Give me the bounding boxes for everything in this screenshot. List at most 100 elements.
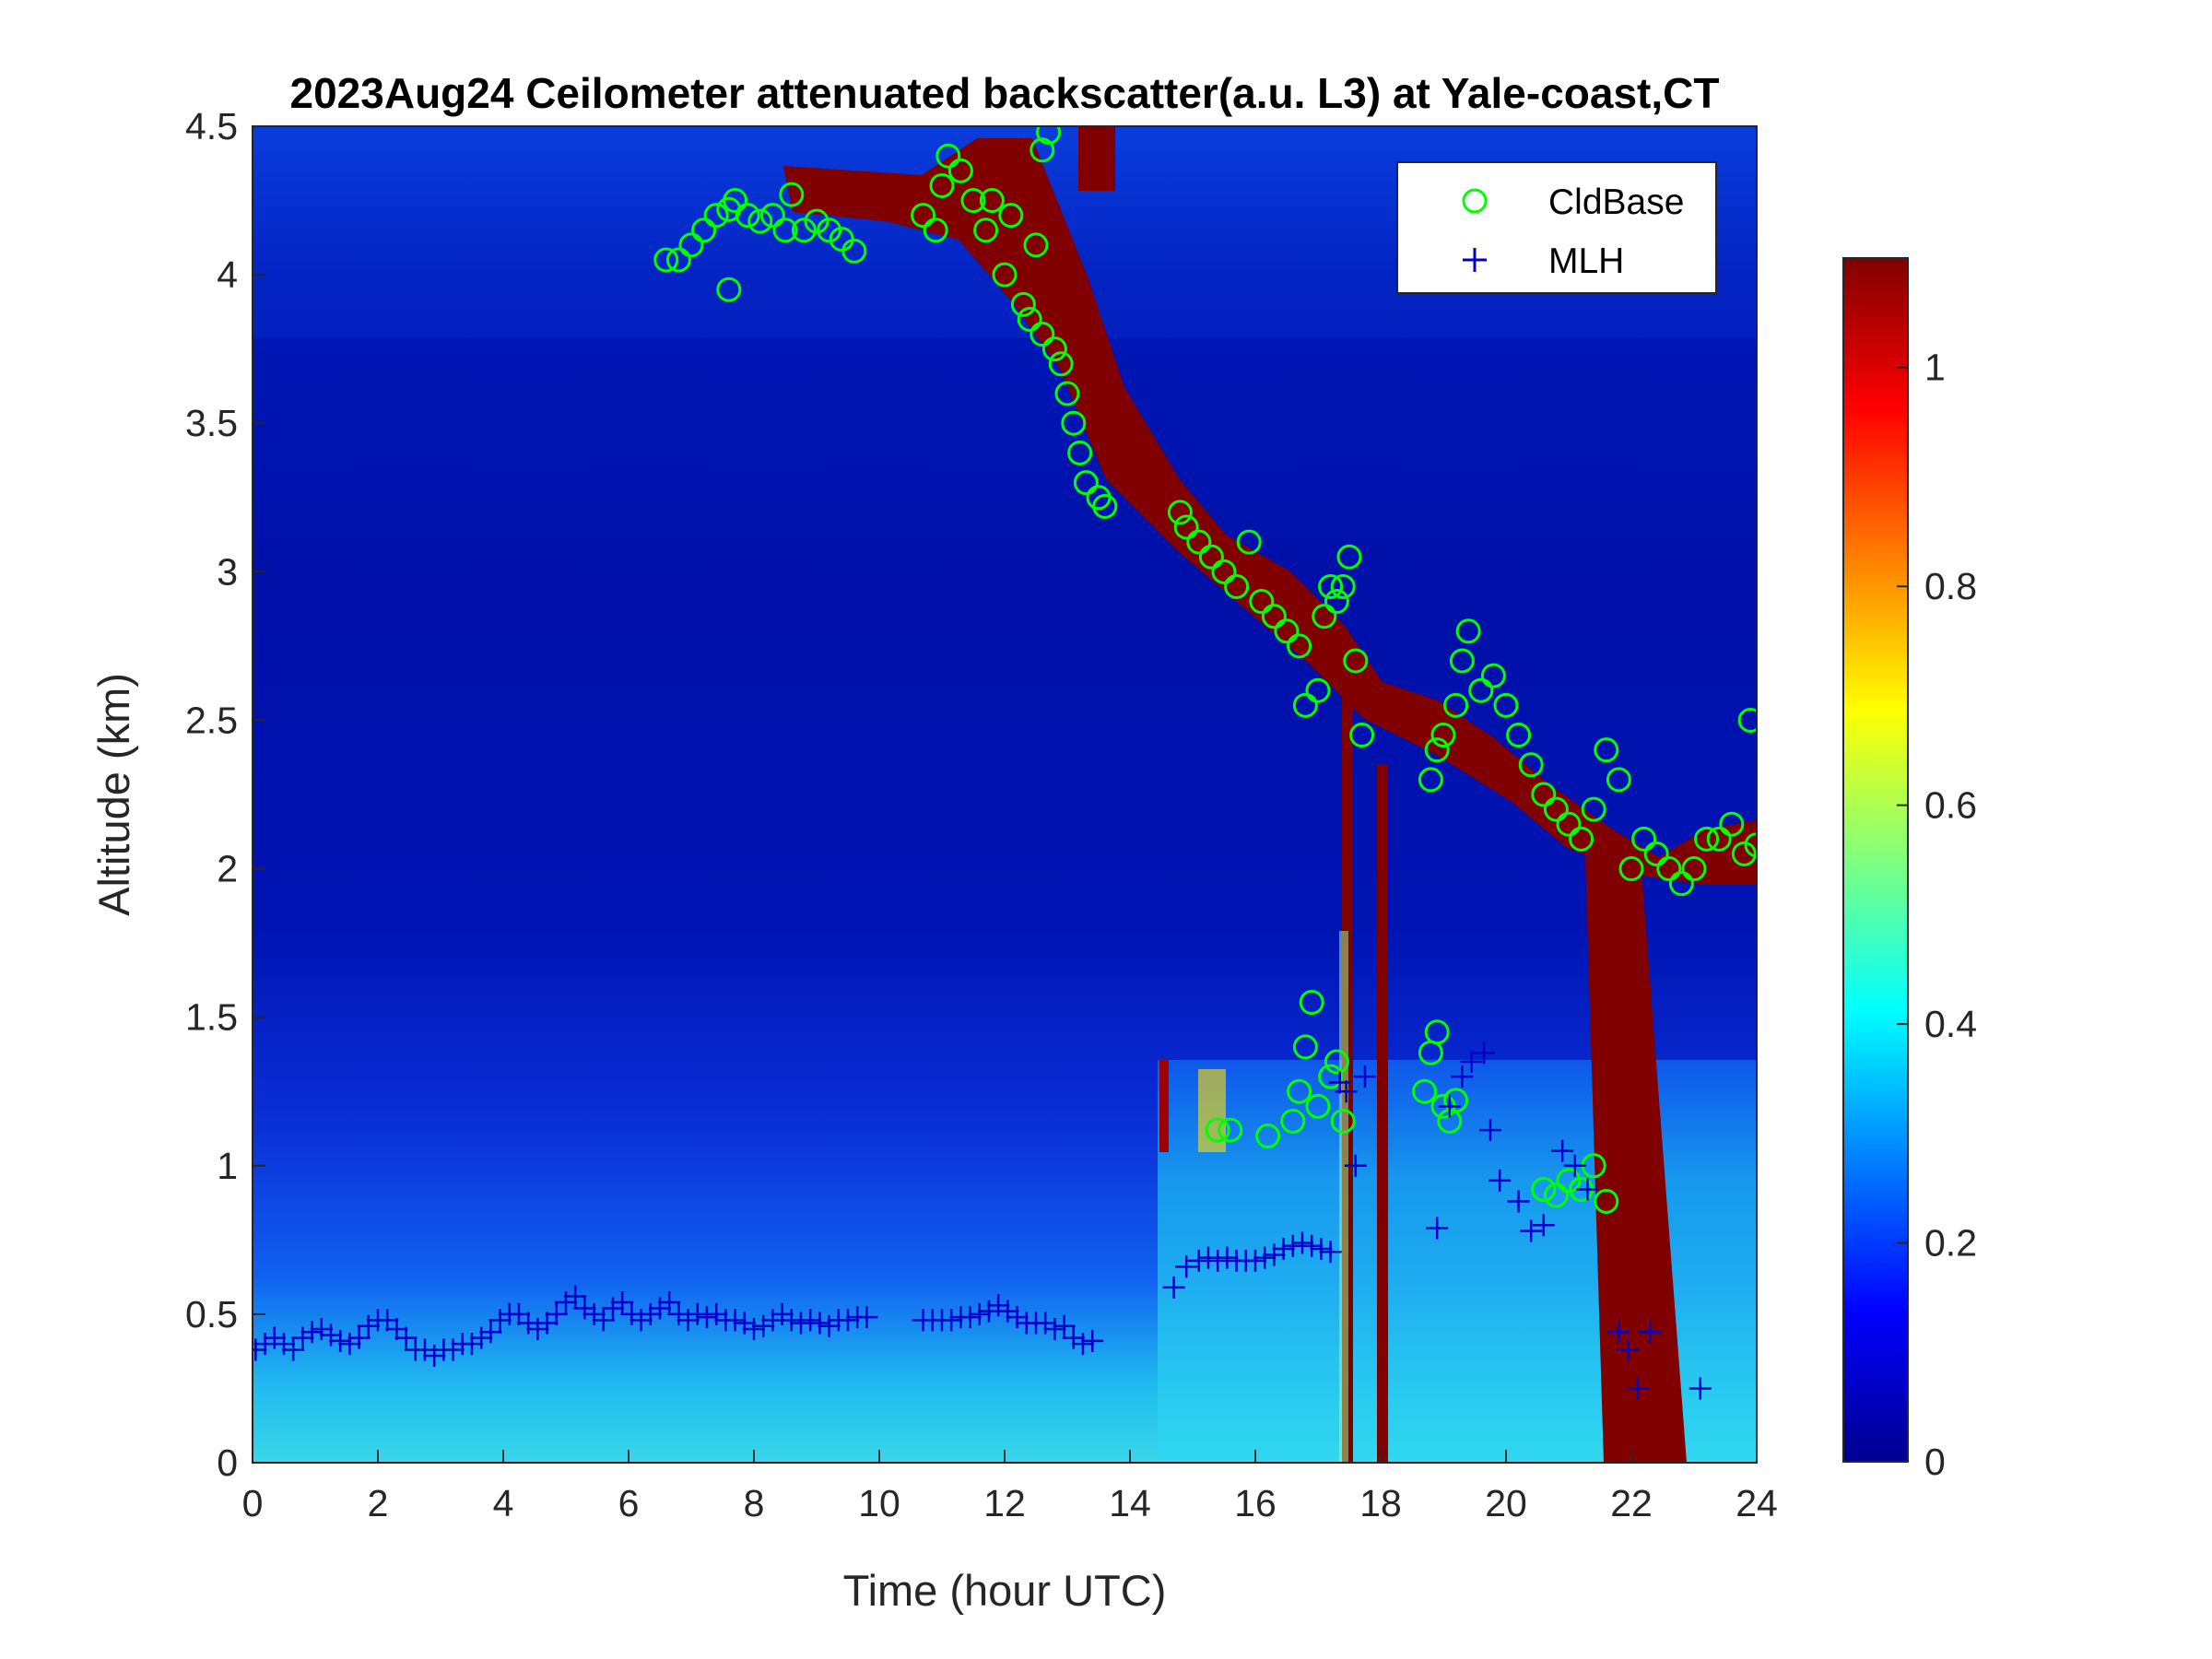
mlh-point bbox=[329, 1329, 352, 1352]
mlh-point bbox=[752, 1314, 775, 1337]
mlh-point bbox=[253, 1338, 267, 1361]
mlh-point bbox=[1626, 1377, 1649, 1400]
mlh-point bbox=[667, 1302, 690, 1325]
x-tick-label: 24 bbox=[1735, 1482, 1778, 1524]
mlh-point bbox=[1479, 1119, 1501, 1142]
cldbase-point bbox=[1324, 1049, 1349, 1075]
cldbase-point bbox=[1255, 1124, 1281, 1149]
mlh-point bbox=[300, 1321, 324, 1344]
x-tick-label: 8 bbox=[744, 1482, 765, 1524]
mlh-point bbox=[310, 1318, 333, 1340]
mlh-point bbox=[414, 1338, 436, 1361]
mlh-point bbox=[837, 1309, 859, 1332]
mlh-point bbox=[987, 1294, 1010, 1317]
x-tick-label: 4 bbox=[493, 1482, 514, 1524]
mlh-point bbox=[1081, 1329, 1104, 1352]
cldbase-point bbox=[1287, 1078, 1312, 1104]
mlh-point bbox=[790, 1312, 812, 1335]
cldbase-point bbox=[817, 218, 842, 243]
mlh-point bbox=[855, 1306, 878, 1329]
cldbase-point bbox=[1656, 856, 1682, 882]
mlh-point bbox=[263, 1326, 286, 1349]
cldbase-point bbox=[1036, 126, 1062, 145]
cldbase-point bbox=[1668, 871, 1694, 897]
colorbar-tick-label: 0 bbox=[1924, 1441, 1946, 1483]
heatmap-cloud-layer bbox=[783, 138, 1757, 885]
mlh-point bbox=[1053, 1314, 1076, 1337]
mlh-point bbox=[1062, 1326, 1085, 1349]
cldbase-point bbox=[979, 188, 1005, 214]
cldbase-point bbox=[1048, 351, 1074, 377]
mlh-point bbox=[1576, 1178, 1599, 1201]
cldbase-point bbox=[1643, 841, 1669, 866]
cldbase-point bbox=[1030, 137, 1055, 163]
y-tick-label: 4 bbox=[217, 253, 238, 296]
mlh-point bbox=[1175, 1255, 1198, 1278]
mlh-point bbox=[978, 1300, 1000, 1323]
x-tick-label: 0 bbox=[242, 1482, 264, 1524]
cldbase-point bbox=[1218, 1117, 1243, 1143]
cldbase-point bbox=[947, 158, 973, 183]
x-tick-label: 18 bbox=[1359, 1482, 1402, 1524]
legend-box bbox=[1396, 161, 1717, 294]
colorbar-tick-label: 1 bbox=[1924, 347, 1946, 389]
mlh-point bbox=[1006, 1306, 1029, 1329]
y-tick-label: 3.5 bbox=[185, 402, 238, 444]
x-tick-label: 20 bbox=[1485, 1482, 1527, 1524]
cldbase-point bbox=[1443, 692, 1469, 718]
heatmap-precip-streak-2 bbox=[1377, 765, 1388, 1463]
cldbase-point bbox=[1292, 692, 1318, 718]
mlh-point bbox=[441, 1338, 465, 1361]
mlh-point bbox=[1426, 1217, 1449, 1240]
cldbase-point bbox=[1480, 663, 1506, 688]
mlh-point bbox=[582, 1302, 606, 1325]
mlh-point bbox=[649, 1297, 671, 1320]
mlh-point bbox=[602, 1297, 624, 1320]
mlh-point bbox=[1551, 1139, 1574, 1162]
cldbase-point bbox=[998, 203, 1024, 229]
cldbase-point bbox=[1424, 737, 1450, 763]
mlh-point bbox=[423, 1345, 446, 1367]
cldbase-point bbox=[1287, 633, 1312, 659]
colorbar: 0 0.2 0.4 0.6 0.8 1 bbox=[1842, 257, 1977, 1483]
y-tick-label: 2.5 bbox=[185, 699, 238, 741]
cldbase-point bbox=[1274, 618, 1300, 644]
x-axis: 0 2 4 6 8 10 12 14 16 18 20 22 24 bbox=[242, 1450, 1778, 1524]
y-tick-label: 4.5 bbox=[185, 105, 238, 147]
legend-mlh-label: MLH bbox=[1548, 241, 1624, 281]
y-axis: 0 0.5 1 1.5 2 2.5 3 3.5 4 4.5 bbox=[185, 105, 265, 1484]
mlh-point bbox=[1607, 1321, 1630, 1344]
cldbase-point bbox=[1224, 573, 1250, 599]
mlh-point bbox=[1216, 1246, 1239, 1269]
cldbase-point bbox=[1430, 723, 1456, 748]
y-tick-label: 0.5 bbox=[185, 1293, 238, 1335]
mlh-point bbox=[376, 1309, 399, 1332]
cldbase-point bbox=[1092, 493, 1118, 519]
mlh-point bbox=[743, 1318, 765, 1340]
heatmap-precip-edge bbox=[1339, 931, 1348, 1463]
mlh-point bbox=[1197, 1246, 1219, 1269]
cldbase-point bbox=[1336, 544, 1362, 570]
cldbase-point bbox=[1318, 1064, 1344, 1089]
cldbase-point bbox=[1531, 1177, 1557, 1203]
mlh-point bbox=[338, 1333, 361, 1356]
mlh-point bbox=[808, 1312, 831, 1335]
mlh-point bbox=[1563, 1154, 1586, 1177]
colorbar-gradient bbox=[1842, 257, 1909, 1463]
cldbase-point bbox=[1506, 723, 1532, 748]
heatmap-cloud-top bbox=[1078, 126, 1115, 191]
cldbase-point bbox=[723, 188, 748, 214]
mlh-point bbox=[1688, 1377, 1712, 1400]
heatmap-precip-streak-3 bbox=[1585, 857, 1687, 1463]
cldbase-point bbox=[1455, 618, 1481, 644]
cldbase-point bbox=[973, 218, 999, 243]
cldbase-point bbox=[841, 238, 867, 264]
mlh-point bbox=[1310, 1238, 1333, 1260]
mlh-point bbox=[1438, 1095, 1461, 1118]
mlh-point bbox=[1244, 1249, 1266, 1272]
cldbase-point bbox=[1280, 1108, 1306, 1134]
mlh-point bbox=[535, 1312, 559, 1335]
cldbase-point bbox=[665, 247, 691, 273]
cldbase-point bbox=[1543, 1182, 1569, 1208]
colorbar-tick-label: 0.6 bbox=[1924, 784, 1977, 827]
